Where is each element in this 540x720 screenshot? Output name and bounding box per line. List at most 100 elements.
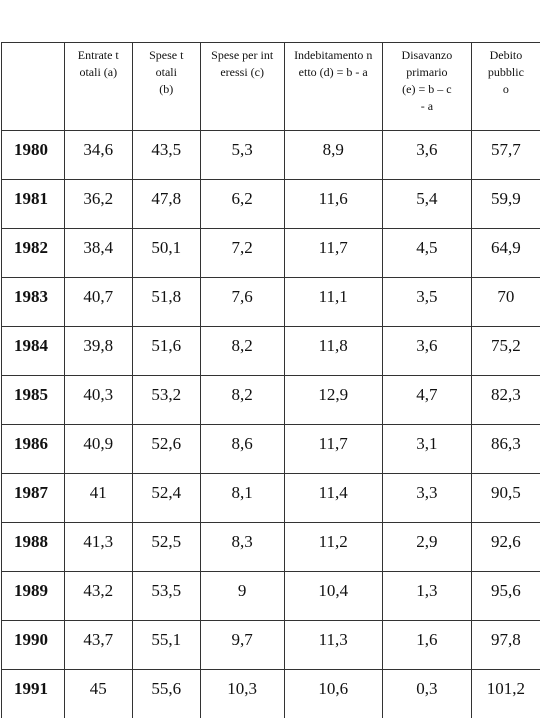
header-cell-disavanzo-primario: Disavanzo primario (e) = b – c - a xyxy=(381,42,472,131)
cell-spese-interessi: 8,2 xyxy=(199,375,285,425)
cell-disavanzo-primario: 5,4 xyxy=(381,179,472,229)
cell-debito-pubblico: 101,2 xyxy=(470,669,540,718)
cell-spese-interessi: 8,3 xyxy=(199,522,285,572)
cell-year: 1987 xyxy=(1,473,65,523)
table-row: 1990 43,7 55,1 9,7 11,3 1,6 97,8 xyxy=(1,620,540,670)
cell-spese-totali: 53,5 xyxy=(131,571,201,621)
cell-indebitamento-netto: 8,9 xyxy=(283,130,383,180)
cell-debito-pubblico: 70 xyxy=(470,277,540,327)
cell-spese-totali: 43,5 xyxy=(131,130,201,180)
header-cell-entrate-totali: Entrate totali (a) xyxy=(63,42,133,131)
cell-entrate-totali: 39,8 xyxy=(63,326,133,376)
cell-indebitamento-netto: 11,2 xyxy=(283,522,383,572)
cell-spese-totali: 51,8 xyxy=(131,277,201,327)
cell-indebitamento-netto: 12,9 xyxy=(283,375,383,425)
table-row: 1988 41,3 52,5 8,3 11,2 2,9 92,6 xyxy=(1,522,540,572)
header-cell-debito-pubblico: Debito pubblico xyxy=(470,42,540,131)
cell-entrate-totali: 41 xyxy=(63,473,133,523)
cell-debito-pubblico: 75,2 xyxy=(470,326,540,376)
cell-entrate-totali: 43,2 xyxy=(63,571,133,621)
cell-debito-pubblico: 92,6 xyxy=(470,522,540,572)
cell-debito-pubblico: 90,5 xyxy=(470,473,540,523)
cell-disavanzo-primario: 3,6 xyxy=(381,326,472,376)
table-row: 1984 39,8 51,6 8,2 11,8 3,6 75,2 xyxy=(1,326,540,376)
public-finance-table: Entrate totali (a) Spese totali (b) Spes… xyxy=(1,42,540,718)
cell-indebitamento-netto: 11,6 xyxy=(283,179,383,229)
cell-indebitamento-netto: 11,8 xyxy=(283,326,383,376)
cell-disavanzo-primario: 1,6 xyxy=(381,620,472,670)
table-row: 1980 34,6 43,5 5,3 8,9 3,6 57,7 xyxy=(1,130,540,180)
cell-entrate-totali: 41,3 xyxy=(63,522,133,572)
cell-indebitamento-netto: 10,6 xyxy=(283,669,383,718)
cell-spese-totali: 52,4 xyxy=(131,473,201,523)
cell-debito-pubblico: 86,3 xyxy=(470,424,540,474)
cell-disavanzo-primario: 0,3 xyxy=(381,669,472,718)
cell-spese-totali: 52,6 xyxy=(131,424,201,474)
table-row: 1981 36,2 47,8 6,2 11,6 5,4 59,9 xyxy=(1,179,540,229)
table-row: 1985 40,3 53,2 8,2 12,9 4,7 82,3 xyxy=(1,375,540,425)
cell-disavanzo-primario: 3,3 xyxy=(381,473,472,523)
cell-entrate-totali: 40,9 xyxy=(63,424,133,474)
cell-spese-interessi: 9,7 xyxy=(199,620,285,670)
table-row: 1986 40,9 52,6 8,6 11,7 3,1 86,3 xyxy=(1,424,540,474)
table-row: 1991 45 55,6 10,3 10,6 0,3 101,2 xyxy=(1,669,540,718)
cell-spese-totali: 50,1 xyxy=(131,228,201,278)
cell-entrate-totali: 45 xyxy=(63,669,133,718)
cell-debito-pubblico: 64,9 xyxy=(470,228,540,278)
cell-debito-pubblico: 57,7 xyxy=(470,130,540,180)
cell-debito-pubblico: 95,6 xyxy=(470,571,540,621)
cell-spese-interessi: 6,2 xyxy=(199,179,285,229)
cell-spese-interessi: 7,2 xyxy=(199,228,285,278)
cell-entrate-totali: 36,2 xyxy=(63,179,133,229)
cell-year: 1983 xyxy=(1,277,65,327)
cell-spese-totali: 52,5 xyxy=(131,522,201,572)
header-cell-indebitamento-netto: Indebitamento netto (d) = b - a xyxy=(283,42,383,131)
cell-debito-pubblico: 59,9 xyxy=(470,179,540,229)
cell-entrate-totali: 38,4 xyxy=(63,228,133,278)
table-row: 1983 40,7 51,8 7,6 11,1 3,5 70 xyxy=(1,277,540,327)
cell-disavanzo-primario: 3,1 xyxy=(381,424,472,474)
cell-spese-totali: 55,6 xyxy=(131,669,201,718)
header-cell-year xyxy=(1,42,65,131)
cell-debito-pubblico: 82,3 xyxy=(470,375,540,425)
cell-spese-totali: 53,2 xyxy=(131,375,201,425)
cell-indebitamento-netto: 11,1 xyxy=(283,277,383,327)
cell-spese-totali: 47,8 xyxy=(131,179,201,229)
table-row: 1987 41 52,4 8,1 11,4 3,3 90,5 xyxy=(1,473,540,523)
cell-year: 1981 xyxy=(1,179,65,229)
table-row: 1989 43,2 53,5 9 10,4 1,3 95,6 xyxy=(1,571,540,621)
cell-debito-pubblico: 97,8 xyxy=(470,620,540,670)
cell-disavanzo-primario: 2,9 xyxy=(381,522,472,572)
cell-indebitamento-netto: 11,7 xyxy=(283,424,383,474)
cell-disavanzo-primario: 3,5 xyxy=(381,277,472,327)
cell-entrate-totali: 43,7 xyxy=(63,620,133,670)
cell-indebitamento-netto: 11,4 xyxy=(283,473,383,523)
cell-year: 1989 xyxy=(1,571,65,621)
cell-spese-totali: 51,6 xyxy=(131,326,201,376)
cell-disavanzo-primario: 4,7 xyxy=(381,375,472,425)
cell-year: 1980 xyxy=(1,130,65,180)
header-cell-spese-totali: Spese totali (b) xyxy=(131,42,201,131)
cell-spese-interessi: 9 xyxy=(199,571,285,621)
header-row: Entrate totali (a) Spese totali (b) Spes… xyxy=(1,42,540,131)
cell-spese-interessi: 7,6 xyxy=(199,277,285,327)
cell-spese-interessi: 8,6 xyxy=(199,424,285,474)
cell-spese-interessi: 10,3 xyxy=(199,669,285,718)
cell-spese-interessi: 5,3 xyxy=(199,130,285,180)
cell-spese-totali: 55,1 xyxy=(131,620,201,670)
cell-year: 1982 xyxy=(1,228,65,278)
cell-year: 1988 xyxy=(1,522,65,572)
cell-entrate-totali: 40,7 xyxy=(63,277,133,327)
cell-year: 1991 xyxy=(1,669,65,718)
cell-indebitamento-netto: 11,3 xyxy=(283,620,383,670)
table-row: 1982 38,4 50,1 7,2 11,7 4,5 64,9 xyxy=(1,228,540,278)
cell-year: 1985 xyxy=(1,375,65,425)
cell-year: 1990 xyxy=(1,620,65,670)
cell-spese-interessi: 8,2 xyxy=(199,326,285,376)
cell-year: 1986 xyxy=(1,424,65,474)
cell-indebitamento-netto: 11,7 xyxy=(283,228,383,278)
table-body: 1980 34,6 43,5 5,3 8,9 3,6 57,7 1981 36,2 47,8 6,2… xyxy=(1,130,540,718)
cell-disavanzo-primario: 4,5 xyxy=(381,228,472,278)
cell-disavanzo-primario: 3,6 xyxy=(381,130,472,180)
cell-indebitamento-netto: 10,4 xyxy=(283,571,383,621)
